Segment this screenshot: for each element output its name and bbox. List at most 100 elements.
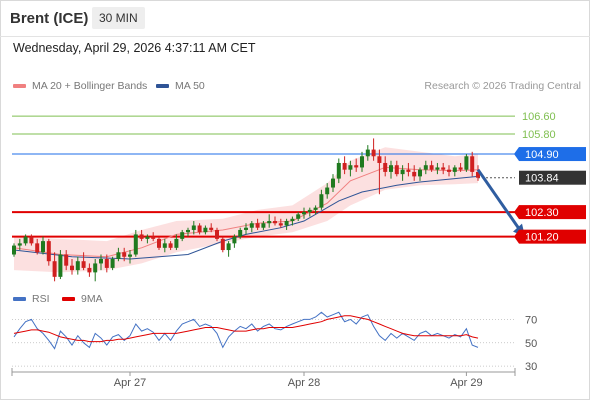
candle-body (64, 254, 69, 266)
candle-body (389, 165, 393, 172)
rsi-tick-label: 30 (525, 361, 537, 373)
rsi-tick-label: 70 (525, 314, 537, 326)
legend-ma20-label: MA 20 + Bollinger Bands (32, 80, 148, 92)
candle-body (406, 169, 411, 172)
candle-body (290, 218, 295, 222)
candle-body (249, 223, 254, 228)
level-tag-pivot (519, 147, 586, 162)
candle-body (319, 194, 324, 208)
legend-rsi: RSI (13, 293, 50, 305)
candle-body (441, 167, 446, 170)
forecast-arrow-shaft (476, 168, 523, 233)
rsi-tick-label: 50 (525, 338, 537, 350)
candle-body (203, 227, 208, 233)
ma20-swatch (13, 84, 26, 89)
candle-body (435, 167, 440, 170)
x-tick-label: Apr 28 (288, 377, 320, 389)
candle-body (174, 238, 179, 248)
candle-body (377, 156, 382, 163)
candle-body (81, 261, 86, 268)
candle-body (70, 265, 74, 271)
candle-body (41, 241, 45, 253)
candle-body (226, 243, 231, 251)
candle-body (168, 243, 173, 248)
candle-body (191, 225, 196, 230)
candle-body (348, 165, 353, 170)
candle-body (273, 221, 277, 224)
legend-9ma-label: 9MA (81, 293, 103, 305)
candle-body (209, 227, 214, 230)
level-label: 102.30 (525, 207, 559, 219)
level-label: 104.90 (525, 149, 559, 161)
candle-body (284, 221, 289, 226)
candle-body (464, 156, 469, 170)
candle-body (394, 165, 399, 175)
candle-body (400, 169, 405, 175)
ma50-swatch (156, 84, 169, 89)
candle-body (151, 236, 156, 239)
x-tick-label: Apr 27 (114, 377, 146, 389)
candle-body (383, 162, 388, 172)
level-label: 101.20 (525, 232, 559, 244)
candle-body (296, 214, 301, 219)
legend-ma50: MA 50 (156, 80, 205, 92)
rsi-9ma-line (13, 315, 479, 343)
candle-body (354, 165, 359, 168)
candle-body (186, 229, 190, 233)
candle-body (307, 209, 312, 213)
interval-button[interactable]: 30 MIN (92, 7, 145, 29)
candle-body (122, 252, 127, 257)
candle-body (429, 165, 434, 170)
candle-body (238, 229, 243, 237)
candle-body (342, 162, 347, 170)
timestamp: Wednesday, April 29, 2026 4:37:11 AM CET (13, 41, 256, 55)
level-tag-last (519, 170, 586, 185)
candle-body (128, 254, 132, 257)
candle-body (75, 261, 80, 271)
level-tag-support (519, 229, 586, 244)
research-credit: Research © 2026 Trading Central (424, 80, 581, 92)
rsi-swatch (13, 297, 26, 302)
candle-body (261, 223, 266, 228)
candle-body (180, 232, 185, 239)
candle-body (145, 236, 150, 239)
legend-9ma: 9MA (62, 293, 103, 305)
candle-body (470, 156, 475, 172)
candle-body (371, 149, 376, 157)
candle-body (447, 169, 451, 172)
ma9-swatch (62, 297, 75, 302)
candle-body (244, 227, 248, 230)
candle-body (365, 149, 370, 157)
candle-body (87, 267, 92, 273)
level-tag-support (519, 205, 586, 220)
candle-body (93, 263, 98, 273)
candle-body (99, 258, 103, 264)
candle-body (458, 167, 463, 170)
candle-body (267, 221, 272, 224)
candle-body (12, 245, 16, 255)
candle-body (35, 243, 40, 253)
candle-body (336, 162, 341, 179)
candle-body (313, 207, 318, 210)
candle-body (52, 261, 57, 277)
level-tag-pointer (514, 147, 519, 162)
rsi-line (13, 311, 479, 350)
candle-body (17, 243, 22, 246)
candle-body (157, 238, 161, 248)
level-tag-pointer (514, 229, 519, 244)
candle-body (162, 243, 167, 248)
candle-body (23, 236, 28, 244)
candle-body (255, 223, 260, 228)
candle-body (325, 187, 330, 195)
candle-body (197, 225, 202, 233)
bollinger-band (14, 147, 478, 273)
x-tick-label: Apr 29 (450, 377, 482, 389)
candle-body (412, 171, 417, 177)
candle-body (452, 167, 457, 172)
candle-body (215, 229, 219, 239)
level-label: 106.60 (522, 111, 556, 123)
legend-ma50-label: MA 50 (175, 80, 205, 92)
candle-body (232, 236, 237, 244)
candle-body (220, 238, 225, 251)
